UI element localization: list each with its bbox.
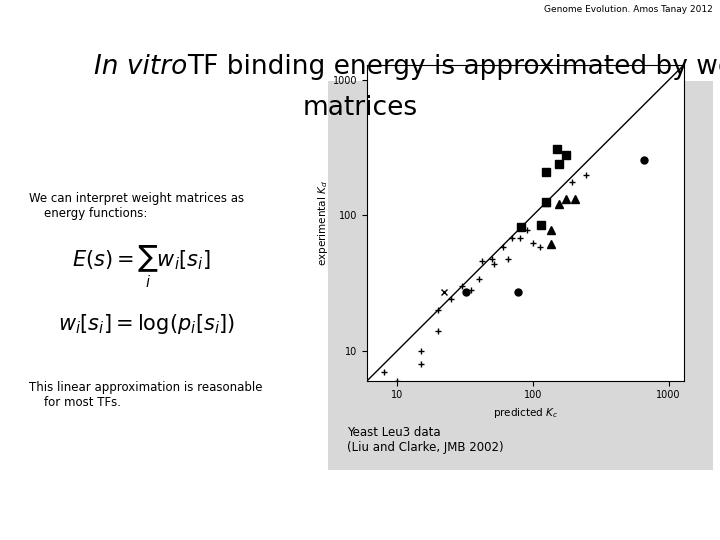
Text: Yeast Leu3 data
(Liu and Clarke, JMB 2002): Yeast Leu3 data (Liu and Clarke, JMB 200…	[347, 426, 503, 454]
Y-axis label: experimental $K_d$: experimental $K_d$	[316, 180, 330, 266]
Text: We can interpret weight matrices as
    energy functions:: We can interpret weight matrices as ener…	[29, 192, 244, 220]
Text: Genome Evolution. Amos Tanay 2012: Genome Evolution. Amos Tanay 2012	[544, 5, 713, 15]
Text: $E(s) = \sum_i w_i[s_i]$: $E(s) = \sum_i w_i[s_i]$	[72, 244, 211, 291]
Text: TF binding energy is approximated by weight: TF binding energy is approximated by wei…	[187, 55, 720, 80]
Text: $w_i[s_i] = \log(p_i[s_i])$: $w_i[s_i] = \log(p_i[s_i])$	[58, 312, 235, 336]
X-axis label: predicted $K_c$: predicted $K_c$	[493, 406, 558, 420]
Text: matrices: matrices	[302, 95, 418, 121]
Text: This linear approximation is reasonable
    for most TFs.: This linear approximation is reasonable …	[29, 381, 262, 409]
Text: In vitro: In vitro	[94, 55, 187, 80]
